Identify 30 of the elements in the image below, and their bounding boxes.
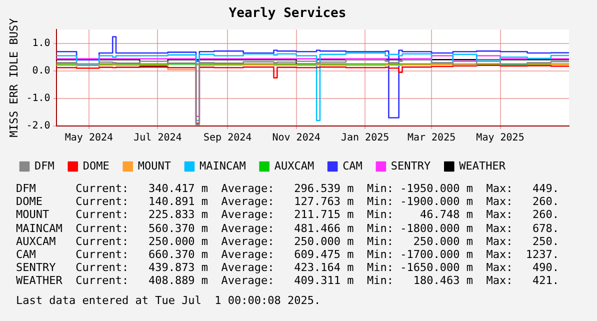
text: Last data entered at Tue Jul 1 00:00:08 2025. [16, 294, 322, 307]
text: WEATHER Current: 408.889 m Average: 409.311 m Min: 180.463 m Max: 421. [16, 274, 560, 288]
y-axis-title: MISS ERR IDLE BUSY [7, 18, 20, 138]
text: MAINCAM Current: 560.370 m Average: 481.466 m Min: -1800.000 m Max: 678. [16, 222, 560, 235]
legend-label: DFM [34, 159, 55, 172]
legend-label: MAINCAM [199, 159, 246, 172]
x-tick-label: Sep 2024 [203, 132, 252, 144]
x-tick-label: May 2024 [64, 132, 114, 144]
legend-label: DOME [82, 159, 110, 172]
text: AUXCAM Current: 250.000 m Average: 250.000 m Min: 250.000 m Max: 250. [16, 234, 560, 248]
x-tick-label: Nov 2024 [272, 132, 320, 144]
legend-label: AUXCAM [274, 159, 314, 172]
chart-title: Yearly Services [228, 6, 346, 22]
y-tick-label: -1.0 [26, 93, 50, 104]
x-tick-label: Jan 2025 [340, 132, 390, 144]
y-tick-label: 0.0 [32, 66, 50, 77]
x-tick-label: May 2025 [476, 132, 524, 144]
text: DOME Current: 140.891 m Average: 127.763 m Min: -1900.000 m Max: 260. [16, 195, 560, 208]
x-tick-label: Jul 2024 [134, 132, 182, 144]
legend-label: WEATHER [459, 159, 506, 172]
text: CAM Current: 660.370 m Average: 609.475 m Min: -1700.000 m Max: 1237. [16, 248, 560, 262]
x-tick-label: Mar 2025 [407, 132, 456, 144]
legend-label: CAM [342, 159, 363, 172]
text: DFM Current: 340.417 m Average: 296.539 m Min: -1950.000 m Max: 449. [16, 182, 560, 196]
text: MOUNT Current: 225.833 m Average: 211.715 m Min: 46.748 m Max: 260. [16, 208, 560, 222]
text: SENTRY Current: 439.873 m Average: 423.164 m Min: -1650.000 m Max: 490. [16, 261, 560, 274]
y-tick-label: 1.0 [32, 38, 50, 49]
legend-label: MOUNT [138, 159, 172, 172]
y-tick-label: -2.0 [26, 120, 50, 132]
legend-label: SENTRY [390, 159, 432, 172]
